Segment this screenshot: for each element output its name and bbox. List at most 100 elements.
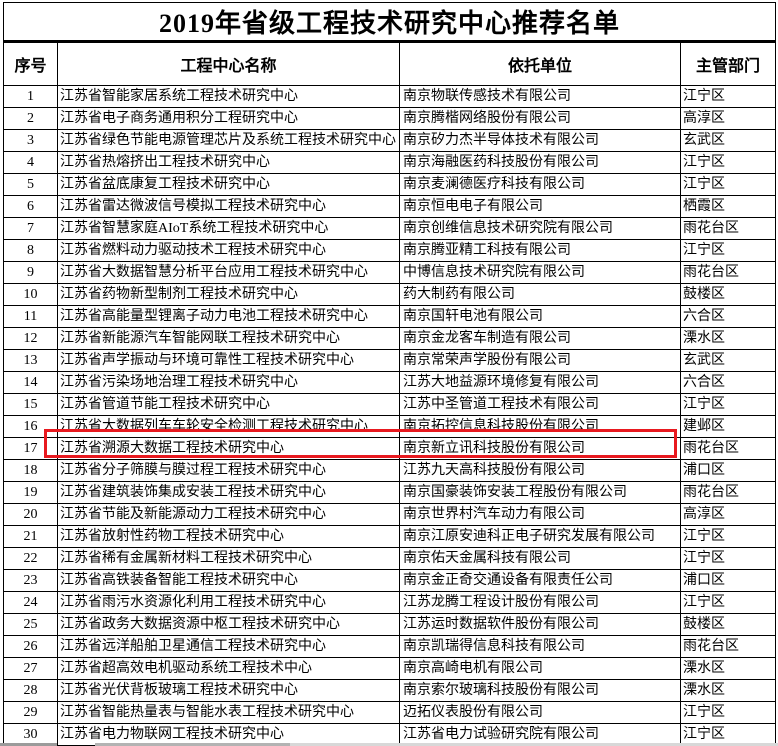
bottom-edge-artifact bbox=[290, 743, 778, 746]
row-number-cell: 15 bbox=[3, 393, 58, 416]
dept-name-cell: 浦口区 bbox=[679, 459, 777, 482]
dept-name-cell: 鼓楼区 bbox=[679, 613, 777, 636]
dept-name-cell: 江宁区 bbox=[679, 547, 777, 570]
unit-name-cell: 江苏运时数据软件股份有限公司 bbox=[399, 613, 681, 636]
table-row: 7 江苏省智慧家庭AIoT系统工程技术研究中心 南京创维信息技术研究院有限公司 雨花台… bbox=[3, 217, 777, 240]
center-name-cell: 江苏省放射性药物工程技术研究中心 bbox=[57, 525, 400, 548]
row-number-cell: 3 bbox=[3, 129, 58, 152]
row-number-cell: 8 bbox=[3, 239, 58, 262]
row-number-cell: 16 bbox=[3, 415, 58, 438]
unit-name-cell: 药大制药有限公司 bbox=[399, 283, 681, 306]
unit-name-cell: 南京江原安迪科正电子研究发展有限公司 bbox=[399, 525, 681, 548]
row-number-cell: 9 bbox=[3, 261, 58, 284]
row-number-cell: 10 bbox=[3, 283, 58, 306]
unit-name-cell: 南京麦澜德医疗科技有限公司 bbox=[399, 173, 681, 196]
unit-name-cell: 南京物联传感技术有限公司 bbox=[399, 85, 681, 108]
dept-name-cell: 雨花台区 bbox=[679, 635, 777, 658]
center-name-cell: 江苏省智慧家庭AIoT系统工程技术研究中心 bbox=[57, 217, 400, 240]
dept-name-cell: 江宁区 bbox=[679, 85, 777, 108]
table-row: 6 江苏省雷达微波信号模拟工程技术研究中心 南京恒电电子有限公司 栖霞区 bbox=[3, 195, 777, 218]
dept-name-cell: 建邺区 bbox=[679, 415, 777, 438]
center-name-cell: 江苏省光伏背板玻璃工程技术研究中心 bbox=[57, 679, 400, 702]
center-name-cell: 江苏省政务大数据资源中枢工程技术研究中心 bbox=[57, 613, 400, 636]
dept-name-cell: 江宁区 bbox=[679, 701, 777, 724]
row-number-cell: 4 bbox=[3, 151, 58, 174]
unit-name-cell: 南京佑天金属科技有限公司 bbox=[399, 547, 681, 570]
unit-name-cell: 中博信息技术研究院有限公司 bbox=[399, 261, 681, 284]
row-number-cell: 21 bbox=[3, 525, 58, 548]
row-number-cell: 5 bbox=[3, 173, 58, 196]
center-name-cell: 江苏省新能源汽车智能网联工程技术研究中心 bbox=[57, 327, 400, 350]
table-row: 28 江苏省光伏背板玻璃工程技术研究中心 南京索尔玻璃科技股份有限公司 溧水区 bbox=[3, 679, 777, 702]
table-row: 27 江苏省超高效电机驱动系统工程技术中心 南京高崎电机有限公司 溧水区 bbox=[3, 657, 777, 680]
row-number-cell: 1 bbox=[3, 85, 58, 108]
unit-name-cell: 南京凯瑞得信息科技有限公司 bbox=[399, 635, 681, 658]
row-number-cell: 27 bbox=[3, 657, 58, 680]
col-header-no: 序号 bbox=[3, 41, 58, 86]
center-name-cell: 江苏省节能及新能源动力工程技术研究中心 bbox=[57, 503, 400, 526]
center-name-cell: 江苏省高能量型锂离子动力电池工程技术研究中心 bbox=[57, 305, 400, 328]
col-header-name: 工程中心名称 bbox=[57, 41, 400, 86]
dept-name-cell: 雨花台区 bbox=[679, 437, 777, 460]
unit-name-cell: 南京常荣声学股份有限公司 bbox=[399, 349, 681, 372]
dept-name-cell: 江宁区 bbox=[679, 393, 777, 416]
dept-name-cell: 鼓楼区 bbox=[679, 283, 777, 306]
table-row: 5 江苏省盆底康复工程技术研究中心 南京麦澜德医疗科技有限公司 江宁区 bbox=[3, 173, 777, 196]
table-row: 15 江苏省管道节能工程技术研究中心 江苏中圣管道工程技术有限公司 江宁区 bbox=[3, 393, 777, 416]
unit-name-cell: 南京金龙客车制造有限公司 bbox=[399, 327, 681, 350]
unit-name-cell: 南京拓控信息科技股份有限公司 bbox=[399, 415, 681, 438]
row-number-cell: 7 bbox=[3, 217, 58, 240]
table-row: 17 江苏省溯源大数据工程技术研究中心 南京新立讯科技股份有限公司 雨花台区 bbox=[3, 437, 777, 460]
dept-name-cell: 玄武区 bbox=[679, 129, 777, 152]
table-row: 11 江苏省高能量型锂离子动力电池工程技术研究中心 南京国轩电池有限公司 六合区 bbox=[3, 305, 777, 328]
row-number-cell: 23 bbox=[3, 569, 58, 592]
unit-name-cell: 南京金正奇交通设备有限责任公司 bbox=[399, 569, 681, 592]
table-row: 21 江苏省放射性药物工程技术研究中心 南京江原安迪科正电子研究发展有限公司 江宁区 bbox=[3, 525, 777, 548]
unit-name-cell: 南京腾亚精工科技有限公司 bbox=[399, 239, 681, 262]
table-row: 3 江苏省绿色节能电源管理芯片及系统工程技术研究中心 南京矽力杰半导体技术有限公司玄… bbox=[3, 129, 777, 152]
center-name-cell: 江苏省溯源大数据工程技术研究中心 bbox=[57, 437, 400, 460]
title-row: 2019年省级工程技术研究中心推荐名单 bbox=[2, 2, 777, 43]
dept-name-cell: 江宁区 bbox=[679, 151, 777, 174]
dept-name-cell: 六合区 bbox=[679, 371, 777, 394]
unit-name-cell: 南京恒电电子有限公司 bbox=[399, 195, 681, 218]
dept-name-cell: 江宁区 bbox=[679, 239, 777, 262]
unit-name-cell: 江苏九天高科技股份有限公司 bbox=[399, 459, 681, 482]
center-name-cell: 江苏省热熔挤出工程技术研究中心 bbox=[57, 151, 400, 174]
table-row: 24 江苏省雨污水资源化利用工程技术研究中心 江苏龙腾工程设计股份有限公司 江宁区 bbox=[3, 591, 777, 614]
dept-name-cell: 溧水区 bbox=[679, 327, 777, 350]
unit-name-cell: 南京高崎电机有限公司 bbox=[399, 657, 681, 680]
unit-name-cell: 南京国轩电池有限公司 bbox=[399, 305, 681, 328]
table-row: 13 江苏省声学振动与环境可靠性工程技术研究中心 南京常荣声学股份有限公司 玄武区 bbox=[3, 349, 777, 372]
center-name-cell: 江苏省污染场地治理工程技术研究中心 bbox=[57, 371, 400, 394]
table-row: 23 江苏省高铁装备智能工程技术研究中心 南京金正奇交通设备有限责任公司 浦口区 bbox=[3, 569, 777, 592]
table-row: 1 江苏省智能家居系统工程技术研究中心 南京物联传感技术有限公司 江宁区 bbox=[3, 85, 777, 108]
center-name-cell: 江苏省大数据智慧分析平台应用工程技术研究中心 bbox=[57, 261, 400, 284]
table-header-row: 序号 工程中心名称 依托单位 主管部门 bbox=[3, 41, 777, 86]
unit-name-cell: 南京海融医药科技股份有限公司 bbox=[399, 151, 681, 174]
center-name-cell: 江苏省大数据列车车轮安全检测工程技术研究中心 bbox=[57, 415, 400, 438]
table-row: 2 江苏省电子商务通用积分工程研究中心 南京腾楷网络股份有限公司 高淳区 bbox=[3, 107, 777, 130]
table-body: 1 江苏省智能家居系统工程技术研究中心 南京物联传感技术有限公司 江宁区 2 江苏省电子商… bbox=[3, 85, 777, 746]
dept-name-cell: 雨花台区 bbox=[679, 261, 777, 284]
row-number-cell: 24 bbox=[3, 591, 58, 614]
unit-name-cell: 南京腾楷网络股份有限公司 bbox=[399, 107, 681, 130]
bottom-edge-artifact bbox=[0, 743, 57, 746]
dept-name-cell: 江宁区 bbox=[679, 173, 777, 196]
dept-name-cell: 江宁区 bbox=[679, 525, 777, 548]
center-name-cell: 江苏省建筑装饰集成安装工程技术研究中心 bbox=[57, 481, 400, 504]
center-name-cell: 江苏省声学振动与环境可靠性工程技术研究中心 bbox=[57, 349, 400, 372]
page-title: 2019年省级工程技术研究中心推荐名单 bbox=[2, 2, 777, 43]
dept-name-cell: 栖霞区 bbox=[679, 195, 777, 218]
unit-name-cell: 南京矽力杰半导体技术有限公司 bbox=[399, 129, 681, 152]
table-row: 10 江苏省药物新型制剂工程技术研究中心 药大制药有限公司 鼓楼区 bbox=[3, 283, 777, 306]
table-row: 14 江苏省污染场地治理工程技术研究中心 江苏大地益源环境修复有限公司 六合区 bbox=[3, 371, 777, 394]
center-name-cell: 江苏省远洋船舶卫星通信工程技术研究中心 bbox=[57, 635, 400, 658]
row-number-cell: 28 bbox=[3, 679, 58, 702]
unit-name-cell: 江苏龙腾工程设计股份有限公司 bbox=[399, 591, 681, 614]
dept-name-cell: 溧水区 bbox=[679, 657, 777, 680]
center-name-cell: 江苏省超高效电机驱动系统工程技术中心 bbox=[57, 657, 400, 680]
unit-name-cell: 南京世界村汽车动力有限公司 bbox=[399, 503, 681, 526]
